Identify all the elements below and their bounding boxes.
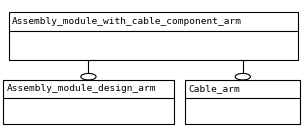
Bar (185, 80, 300, 124)
Circle shape (81, 73, 96, 80)
Bar (3, 80, 174, 124)
Text: Assembly_module_with_cable_component_arm: Assembly_module_with_cable_component_arm (12, 17, 242, 26)
Text: Assembly_module_design_arm: Assembly_module_design_arm (7, 84, 156, 93)
Text: Cable_arm: Cable_arm (189, 84, 241, 93)
Circle shape (235, 73, 250, 80)
Bar (9, 12, 298, 60)
